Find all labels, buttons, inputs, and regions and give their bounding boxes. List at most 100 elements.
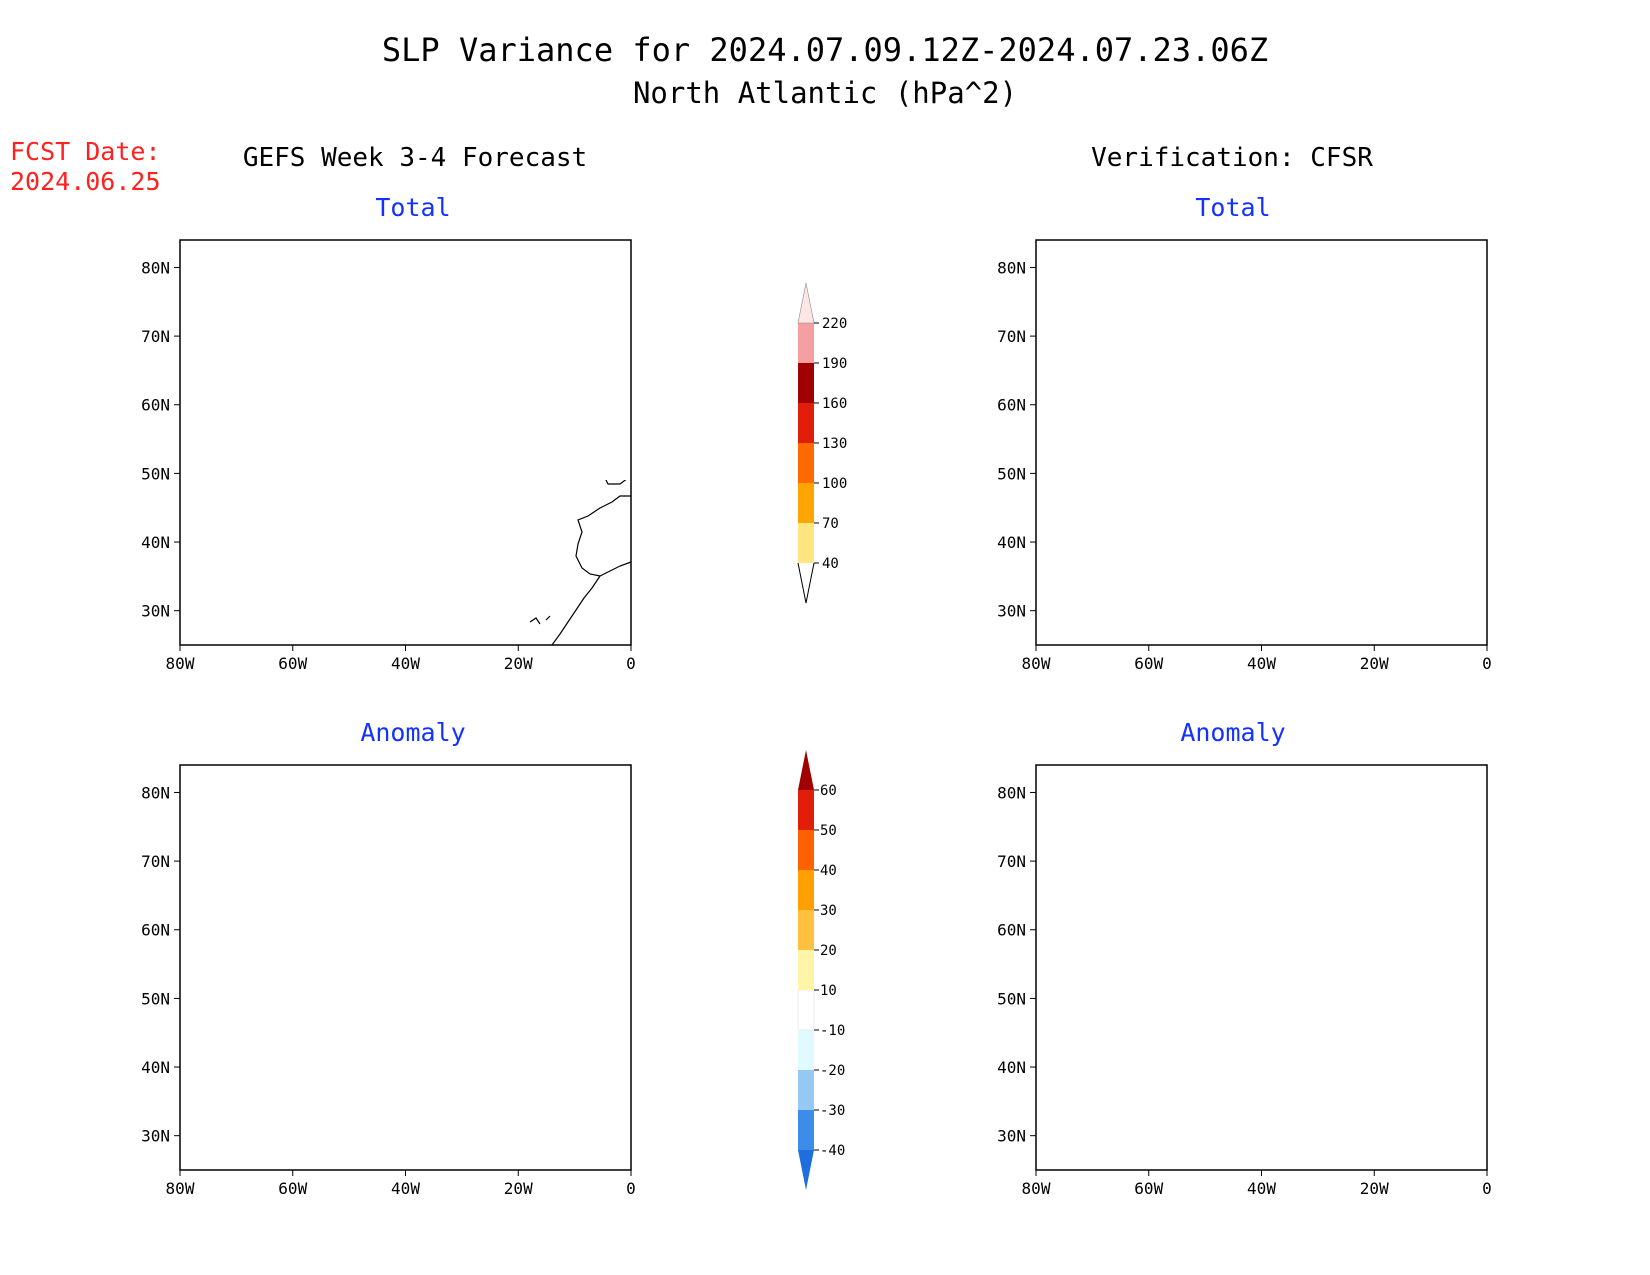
x-tick-label-forecast-anomaly: 0 xyxy=(626,1179,636,1198)
x-tick-label-verification-total: 60W xyxy=(1134,654,1163,673)
colorbar-tip-low xyxy=(797,562,815,604)
shade-40-70 xyxy=(1036,305,1426,490)
x-tick-label-verification-anomaly: 60W xyxy=(1134,1179,1163,1198)
shade-10-20 xyxy=(1036,880,1181,923)
colorbar-swatch xyxy=(798,403,814,443)
colorbar-label: -40 xyxy=(820,1143,845,1159)
panel-title-forecast-anomaly: Anomaly xyxy=(360,718,465,747)
colorbar-swatch xyxy=(798,870,814,910)
colorbar-swatch xyxy=(798,1030,814,1070)
y-tick-label-verification-anomaly: 30N xyxy=(997,1127,1026,1146)
y-tick-label-forecast-total: 60N xyxy=(141,396,170,415)
shade-minus10-minus20 xyxy=(1471,869,1487,895)
colorbar-swatch xyxy=(798,950,814,990)
shade-10-20 xyxy=(1036,809,1121,875)
shade-40-70 xyxy=(180,405,430,472)
y-tick-label-verification-anomaly: 60N xyxy=(997,921,1026,940)
x-tick-label-verification-anomaly: 40W xyxy=(1247,1179,1276,1198)
y-tick-label-forecast-total: 40N xyxy=(141,533,170,552)
shade-10-20 xyxy=(1154,937,1201,983)
colorbar-swatch xyxy=(798,443,814,483)
x-tick-label-verification-anomaly: 20W xyxy=(1360,1179,1389,1198)
y-tick-label-verification-anomaly: 50N xyxy=(997,989,1026,1008)
y-tick-label-forecast-anomaly: 60N xyxy=(141,921,170,940)
colorbar-tip-high xyxy=(798,750,814,790)
x-tick-label-forecast-anomaly: 60W xyxy=(278,1179,307,1198)
x-tick-label-forecast-anomaly: 40W xyxy=(391,1179,420,1198)
column-title-verification: Verification: CFSR xyxy=(1091,143,1373,173)
shade-70-100 xyxy=(1332,460,1344,470)
colorbar-tip-high xyxy=(797,282,815,324)
x-tick-label-verification-total: 80W xyxy=(1022,654,1051,673)
map-verification-total xyxy=(1035,239,1488,646)
x-tick-label-verification-total: 20W xyxy=(1360,654,1389,673)
panel-title-verification-anomaly: Anomaly xyxy=(1180,718,1285,747)
shade-minus10-minus20 xyxy=(1036,933,1211,1027)
y-tick-label-forecast-total: 30N xyxy=(141,602,170,621)
map-forecast-total xyxy=(179,239,632,646)
colorbar-swatch xyxy=(798,523,814,563)
x-tick-label-forecast-total: 60W xyxy=(278,654,307,673)
y-tick-label-forecast-anomaly: 30N xyxy=(141,1127,170,1146)
colorbar-label: 100 xyxy=(822,476,847,492)
y-tick-label-forecast-total: 70N xyxy=(141,327,170,346)
colorbar-swatch xyxy=(798,323,814,363)
colorbar-label: -30 xyxy=(820,1103,845,1119)
figure-title-line2: North Atlantic (hPa^2) xyxy=(633,76,1017,110)
y-tick-label-verification-total: 30N xyxy=(997,602,1026,621)
shade-20-30 xyxy=(1036,825,1096,853)
shade-40-70 xyxy=(1226,282,1308,344)
shade-10-20 xyxy=(1268,965,1436,1073)
panel-title-forecast-total: Total xyxy=(375,193,450,222)
colorbar-label: 160 xyxy=(822,396,847,412)
shade-minus20-minus30 xyxy=(1281,903,1404,941)
shade-10-20 xyxy=(1370,843,1426,889)
colorbar-swatch xyxy=(798,830,814,870)
x-tick-label-verification-total: 40W xyxy=(1247,654,1276,673)
y-tick-label-forecast-anomaly: 50N xyxy=(141,989,170,1008)
colorbar-label: 40 xyxy=(822,556,839,572)
colorbar-label: 70 xyxy=(822,516,839,532)
y-tick-label-forecast-total: 50N xyxy=(141,464,170,483)
y-tick-label-forecast-total: 80N xyxy=(141,258,170,277)
shade-40-70 xyxy=(437,395,578,446)
map-verification-anomaly xyxy=(1035,764,1488,1171)
figure-title-line1: SLP Variance for 2024.07.09.12Z-2024.07.… xyxy=(382,31,1268,69)
y-tick-label-verification-total: 40N xyxy=(997,533,1026,552)
colorbar-label: 10 xyxy=(820,983,837,999)
x-tick-label-forecast-total: 20W xyxy=(504,654,533,673)
colorbar-swatch xyxy=(798,1070,814,1110)
shade-10-20 xyxy=(1226,767,1487,841)
x-tick-label-forecast-total: 0 xyxy=(626,654,636,673)
colorbar-label: -20 xyxy=(820,1063,845,1079)
colorbar-label: 30 xyxy=(820,903,837,919)
shade-20-30 xyxy=(1386,865,1412,883)
colorbar-anomaly: -40 -30 -20 -10 10 20 30 40 50 60 xyxy=(797,750,845,1190)
colorbar-swatch xyxy=(798,363,814,403)
colorbar-label: 40 xyxy=(820,863,837,879)
colorbar-label: 50 xyxy=(820,823,837,839)
x-tick-label-forecast-total: 80W xyxy=(166,654,195,673)
colorbar-tip-low xyxy=(798,1150,814,1190)
x-tick-label-verification-total: 0 xyxy=(1482,654,1492,673)
fcst-date-label: FCST Date: xyxy=(10,137,161,166)
x-tick-label-verification-anomaly: 80W xyxy=(1022,1179,1051,1198)
y-tick-label-verification-total: 60N xyxy=(997,396,1026,415)
column-title-forecast: GEFS Week 3-4 Forecast xyxy=(243,143,587,173)
shade-minus10-minus20 xyxy=(1236,897,1446,947)
y-tick-label-forecast-anomaly: 70N xyxy=(141,852,170,871)
y-tick-label-forecast-anomaly: 80N xyxy=(141,783,170,802)
shade-40-70 xyxy=(1036,304,1108,324)
shade-40-70 xyxy=(1386,342,1422,364)
shade-20-30 xyxy=(1166,949,1186,969)
colorbar-swatch xyxy=(797,989,815,1031)
colorbar-label: 220 xyxy=(822,316,847,332)
map-forecast-anomaly xyxy=(179,764,632,1171)
y-tick-label-verification-anomaly: 80N xyxy=(997,783,1026,802)
y-tick-label-verification-total: 50N xyxy=(997,464,1026,483)
colorbar-label: 130 xyxy=(822,436,847,452)
colorbar-label: 190 xyxy=(822,356,847,372)
fcst-date-value: 2024.06.25 xyxy=(10,167,161,196)
x-tick-label-forecast-anomaly: 80W xyxy=(166,1179,195,1198)
y-tick-label-forecast-anomaly: 40N xyxy=(141,1058,170,1077)
